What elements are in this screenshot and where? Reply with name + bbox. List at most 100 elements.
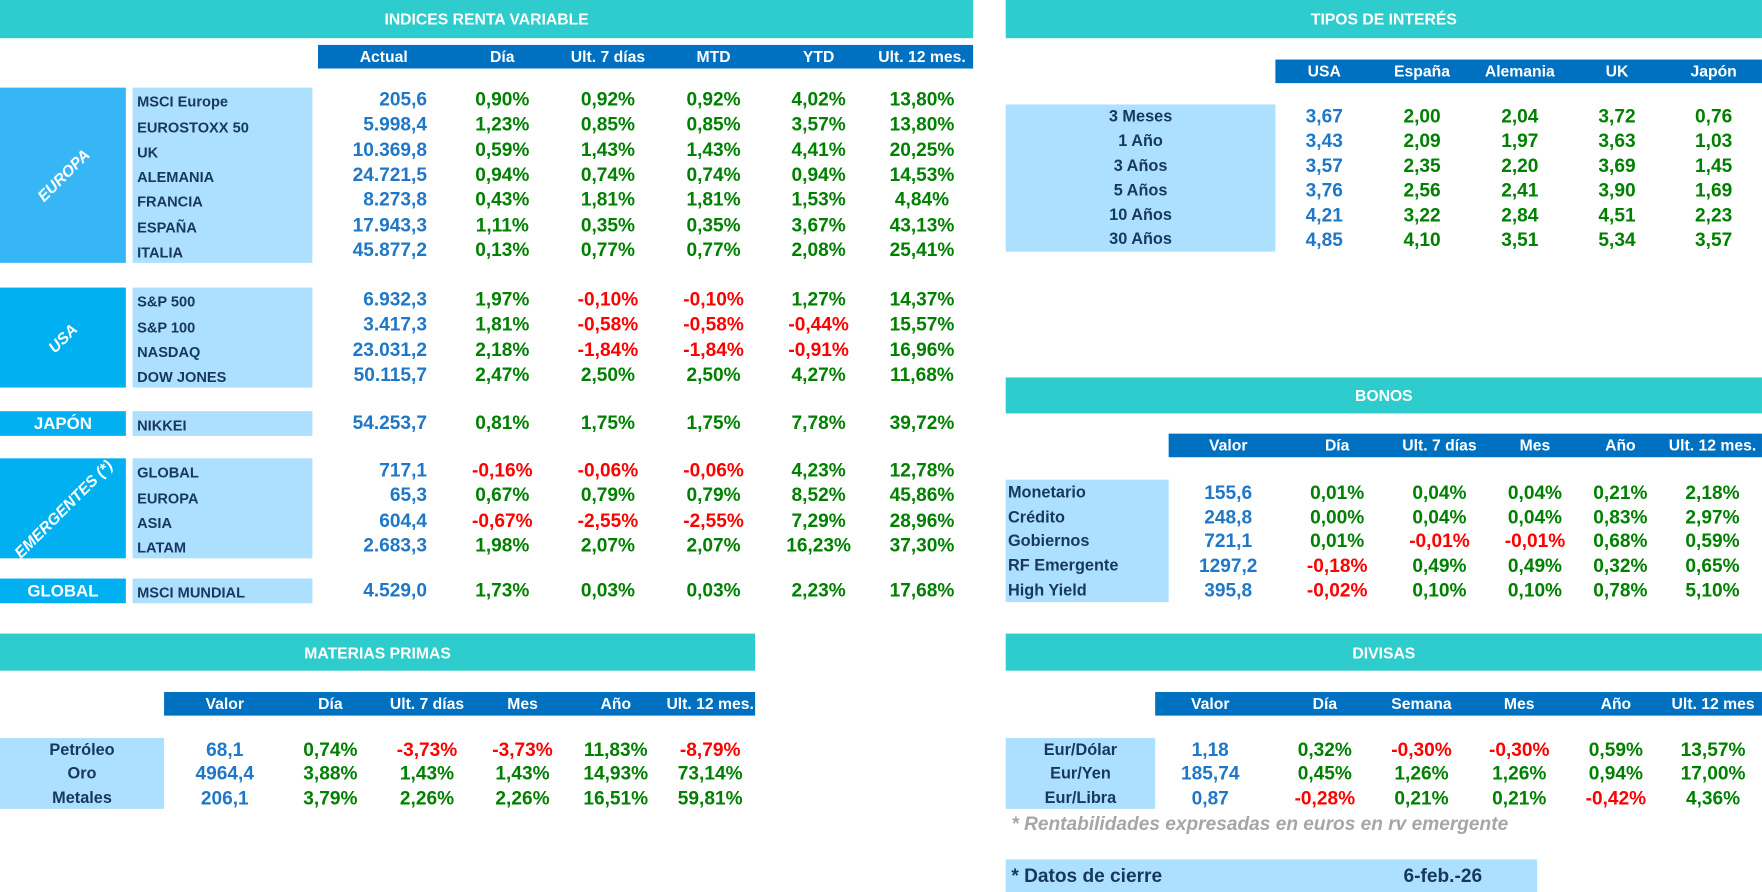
- materias_primas-cell: 4964,4: [164, 762, 285, 786]
- renta_variable-cell: 0,03%: [661, 579, 767, 604]
- bonos-cell: 0,49%: [1492, 554, 1577, 578]
- renta_variable-cell-text: 2,50%: [580, 364, 635, 386]
- materias_primas-cell-text: 73,14%: [677, 763, 743, 785]
- bonos-column-header: Ult. 7 días: [1387, 434, 1493, 458]
- bonos-column-header: Día: [1288, 434, 1387, 458]
- renta_variable-section-header: INDICES RENTA VARIABLE: [0, 0, 974, 39]
- renta_variable-cell: 3,57%: [766, 113, 871, 138]
- renta_variable-cell-text: 14,37%: [889, 288, 955, 311]
- bonos-cell: 155,6: [1169, 481, 1288, 505]
- materias_primas-cell: 68,1: [164, 738, 285, 762]
- bonos-cell-text: 0,10%: [1507, 579, 1563, 602]
- tipos_interes-cell: 1,69: [1665, 178, 1762, 203]
- divisas-cell-text: 0,45%: [1297, 763, 1352, 785]
- divisas-cell: 0,45%: [1277, 762, 1374, 786]
- tenor-label-text: 10 Años: [1109, 206, 1172, 225]
- tenor-label: 10 Años: [1006, 203, 1276, 228]
- renta_variable-cell-text: 717,1: [379, 459, 428, 481]
- tipos_interes-cell: 1,45: [1665, 154, 1762, 179]
- materias_primas-cell-text: 14,93%: [583, 763, 649, 785]
- index-name-text: EUROSTOXX 50: [137, 118, 249, 136]
- tipos_interes-cell: 1,03: [1665, 129, 1762, 154]
- renta_variable-cell-text: 2,50%: [686, 364, 741, 386]
- renta_variable-cell: -2,55%: [555, 508, 661, 533]
- divisas-column-header-bar: [1155, 692, 1762, 716]
- divisas-cell: 185,74: [1155, 762, 1265, 786]
- renta_variable-cell-text: 0,85%: [580, 113, 635, 136]
- bonos-cell: 0,59%: [1663, 530, 1762, 554]
- tipos_interes-column-header: Japón: [1665, 60, 1762, 84]
- renta_variable-cell-text: -0,10%: [683, 288, 744, 311]
- divisas-cell-text: -0,30%: [1488, 738, 1550, 761]
- renta_variable-cell: 1,97%: [449, 288, 555, 313]
- currency-label: Eur/Libra: [1006, 786, 1155, 810]
- renta_variable-cell-text: 4,27%: [791, 364, 846, 386]
- renta_variable-cell: 604,4: [318, 508, 449, 533]
- renta_variable-cell-text: 1,27%: [791, 288, 846, 311]
- renta_variable-cell: -0,16%: [449, 458, 555, 483]
- renta_variable-cell: -0,06%: [555, 458, 661, 483]
- renta_variable-cell-text: -0,44%: [788, 313, 849, 336]
- renta_variable-cell: 14,53%: [871, 163, 973, 188]
- materias_primas-column-header-text: Ult. 7 días: [389, 694, 465, 713]
- renta_variable-cell-text: 25,41%: [889, 239, 955, 261]
- index-name: MSCI MUNDIAL: [137, 579, 312, 602]
- bonos-cell: -0,02%: [1288, 579, 1387, 603]
- tipos_interes-column-header: UK: [1569, 60, 1666, 84]
- currency-label: Eur/Dólar: [1006, 738, 1155, 762]
- divisas-section-header: DIVISAS: [1005, 633, 1762, 671]
- tipos_interes-cell: 4,85: [1275, 227, 1373, 252]
- renta_variable-cell: -0,58%: [555, 313, 661, 338]
- bonos-column-header: Ult. 12 mes.: [1663, 434, 1762, 458]
- divisas-cell: 13,57%: [1664, 738, 1762, 762]
- tenor-label: 5 Años: [1006, 178, 1276, 203]
- tipos_interes-cell: 3,76: [1275, 178, 1373, 203]
- tipos_interes-column-header-text: UK: [1605, 61, 1629, 80]
- renta_variable-cell-text: 0,94%: [475, 164, 530, 186]
- index-name-block: [132, 87, 313, 263]
- tipos_interes-cell-text: 4,21: [1305, 204, 1343, 226]
- renta_variable-cell-text: 28,96%: [889, 509, 955, 532]
- renta_variable-cell-text: 5.998,4: [363, 113, 428, 136]
- renta_variable-cell-text: -2,55%: [683, 509, 744, 532]
- materias_primas-cell-text: 4964,4: [195, 763, 254, 785]
- renta_variable-cell-text: 1,73%: [475, 579, 530, 602]
- bonos-cell-text: 0,65%: [1685, 555, 1740, 577]
- renta_variable-column-header-text: YTD: [802, 47, 835, 66]
- tipos_interes-cell: 3,57: [1665, 227, 1762, 252]
- tipos_interes-cell: 2,20: [1471, 154, 1569, 179]
- bonos-cell: 0,10%: [1387, 579, 1493, 603]
- renta_variable-cell: 0,77%: [555, 238, 661, 263]
- divisas-cell-text: 0,32%: [1297, 738, 1352, 761]
- tipos_interes-column-header: España: [1373, 60, 1471, 84]
- group-label-japón: JAPÓN: [0, 411, 126, 437]
- tipos_interes-cell-text: 1,45: [1695, 154, 1733, 177]
- index-name: EUROPA: [137, 483, 312, 506]
- tenor-label-text: 3 Meses: [1108, 107, 1173, 126]
- divisas-column-header-text: Valor: [1190, 694, 1230, 713]
- materias_primas-cell-text: 1,43%: [399, 763, 455, 785]
- renta_variable-cell: 0,74%: [555, 163, 661, 188]
- materias_primas-cell: -3,73%: [479, 738, 567, 762]
- index-name: FRANCIA: [137, 188, 312, 211]
- bonos-cell-text: 0,32%: [1593, 555, 1648, 577]
- renta_variable-cell: 39,72%: [871, 411, 973, 436]
- renta_variable-cell: 65,3: [318, 483, 449, 508]
- group-label-emergentes-: EMERGENTES (*): [0, 458, 126, 559]
- index-name-text: LATAM: [137, 539, 187, 557]
- bonos-cell-text: 0,01%: [1310, 481, 1365, 504]
- tipos_interes-cell: 3,69: [1569, 154, 1666, 179]
- renta_variable-cell: 1,43%: [661, 138, 767, 163]
- renta_variable-cell: -0,06%: [661, 458, 767, 483]
- commodity-label-text: Petróleo: [49, 741, 115, 760]
- bonos-cell-text: 0,04%: [1412, 506, 1467, 528]
- tenor-label-text: 1 Año: [1118, 132, 1163, 151]
- divisas-column-header-text: Día: [1312, 694, 1338, 713]
- bonos-cell: 0,10%: [1492, 579, 1577, 603]
- materias_primas-cell-text: 59,81%: [677, 787, 743, 809]
- renta_variable-cell: 2,23%: [766, 579, 871, 604]
- group-label-text: EUROPA: [33, 145, 93, 206]
- renta_variable-column-header: YTD: [766, 45, 871, 69]
- renta_variable-cell-text: 0,92%: [580, 88, 635, 111]
- divisas-column-header-text: Semana: [1391, 694, 1452, 713]
